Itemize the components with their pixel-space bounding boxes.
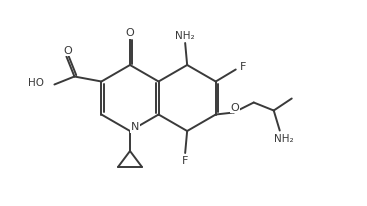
Text: F: F [182,156,188,166]
Text: O: O [230,103,239,112]
Text: N: N [131,122,139,132]
Text: O: O [126,28,134,38]
Text: NH₂: NH₂ [274,133,294,144]
Text: HO: HO [28,77,44,88]
Text: F: F [240,62,246,71]
Text: NH₂: NH₂ [175,31,195,41]
Text: O: O [63,46,72,55]
